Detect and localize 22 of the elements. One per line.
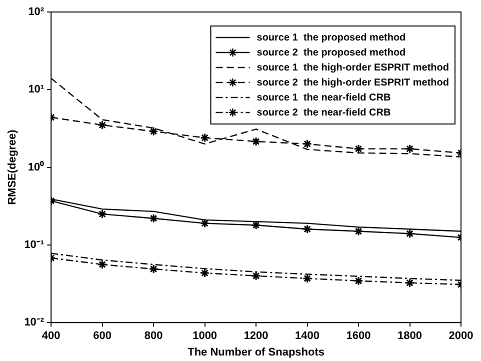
legend-label: source 2 the proposed method [256,47,406,58]
y-tick-label: 10² [28,6,44,18]
x-tick-label: 400 [42,330,60,342]
x-tick-label: 1000 [192,330,218,342]
legend-label: source 1 the proposed method [256,32,406,44]
x-tick-label: 1400 [295,330,320,342]
x-tick-label: 600 [93,330,112,342]
y-axis-title: RMSE(degree) [6,129,19,205]
legend-label: source 2 the near-field CRB [256,107,391,118]
y-tick-label: 10⁻² [24,316,44,329]
x-tick-label: 1200 [244,330,268,342]
legend-label: source 1 the near-field CRB [256,92,391,104]
x-tick-label: 1800 [398,330,422,342]
legend-label: source 1 the high-order ESPRIT method [256,62,450,74]
legend-label: source 2 the high-order ESPRIT method [256,77,450,88]
x-tick-label: 2000 [448,330,474,342]
x-axis-title: The Number of Snapshots [188,346,324,358]
y-tick-label: 10¹ [28,84,44,96]
y-tick-label: 10⁻¹ [24,238,44,251]
x-tick-label: 1600 [346,330,371,342]
y-tick-label: 10⁰ [28,160,44,174]
x-tick-label: 800 [144,330,163,342]
